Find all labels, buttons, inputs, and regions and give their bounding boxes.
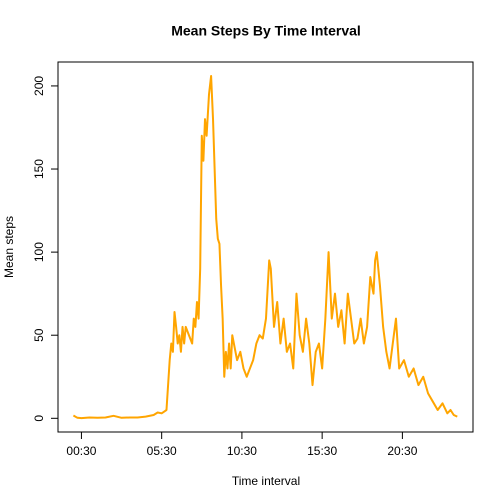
y-tick-label: 0 — [32, 415, 46, 422]
x-tick-label: 05:30 — [147, 444, 177, 458]
y-axis-label: Mean steps — [2, 216, 16, 278]
x-tick-label: 10:30 — [227, 444, 257, 458]
y-tick-label: 50 — [32, 328, 46, 342]
x-tick-label: 00:30 — [66, 444, 96, 458]
y-tick-label: 150 — [32, 159, 46, 179]
y-tick-label: 100 — [32, 242, 46, 262]
chart-title: Mean Steps By Time Interval — [171, 23, 361, 39]
y-tick-label: 200 — [32, 76, 46, 96]
data-line — [72, 74, 458, 420]
x-axis-label: Time interval — [232, 474, 300, 488]
x-tick-label: 20:30 — [387, 444, 417, 458]
x-tick-label: 15:30 — [307, 444, 337, 458]
